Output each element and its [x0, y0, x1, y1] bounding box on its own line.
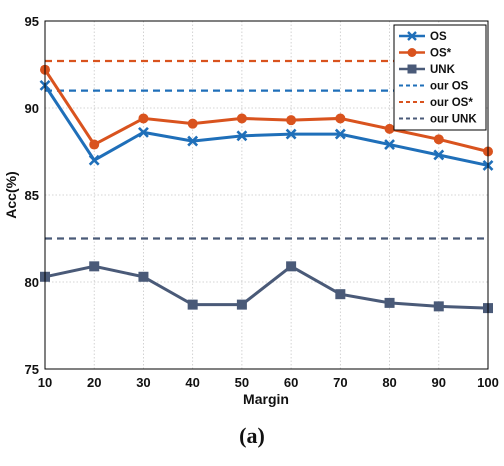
data-point — [433, 134, 444, 145]
series — [39, 64, 494, 314]
data-point — [384, 297, 395, 308]
legend-label: UNK — [430, 64, 456, 76]
x-axis-title: Margin — [243, 391, 289, 407]
series-line — [43, 68, 489, 153]
legend-label: OS — [430, 31, 447, 43]
data-point — [138, 126, 149, 138]
x-tick-label: 90 — [432, 375, 446, 390]
data-point — [433, 149, 445, 161]
data-point — [335, 289, 346, 300]
x-tick-label: 10 — [38, 375, 52, 390]
data-point — [138, 113, 149, 124]
data-point — [384, 123, 395, 134]
legend: OS OS* UNK our OS our OS* our UNK — [393, 24, 487, 131]
data-point — [433, 301, 444, 312]
data-point — [187, 299, 198, 310]
y-axis-title: Acc(%) — [3, 171, 19, 218]
data-point — [138, 271, 149, 282]
series-line — [44, 264, 489, 310]
x-tick-label: 20 — [87, 375, 101, 390]
data-point — [335, 113, 346, 124]
x-tick-label: 50 — [235, 375, 249, 390]
data-point — [236, 299, 247, 310]
x-tick-label: 80 — [382, 375, 396, 390]
x-tick-label: 40 — [185, 375, 199, 390]
data-point — [286, 115, 297, 126]
plot-frame — [44, 20, 489, 370]
legend-marker — [407, 31, 417, 41]
data-point — [187, 118, 198, 129]
legend-marker — [407, 64, 417, 74]
reference-lines — [45, 59, 488, 240]
y-tick-label: 85 — [25, 188, 39, 203]
legend-label: our OS — [430, 81, 469, 93]
y-tick-label: 90 — [25, 101, 39, 116]
y-tick-label: 95 — [25, 14, 39, 29]
x-tick-label: 60 — [284, 375, 298, 390]
legend-marker — [407, 48, 417, 57]
y-tick-label: 80 — [25, 275, 39, 290]
data-point — [187, 135, 199, 147]
data-point — [236, 113, 247, 124]
x-tick-label: 100 — [477, 375, 499, 390]
legend-label: our UNK — [430, 114, 477, 126]
figure-caption: (a) — [239, 423, 265, 448]
data-point — [285, 128, 297, 140]
legend-label: OS* — [430, 48, 452, 60]
x-tick-label: 30 — [136, 375, 150, 390]
x-tick-label: 70 — [333, 375, 347, 390]
y-tick-label: 75 — [25, 362, 39, 377]
data-point — [89, 261, 100, 272]
legend-box — [393, 24, 487, 131]
ticks: 10 20 30 40 50 60 70 80 90 100 75 80 85 90 95 — [25, 14, 499, 390]
data-point — [89, 139, 100, 150]
data-point — [384, 139, 395, 150]
data-point — [88, 154, 100, 166]
data-point — [286, 261, 297, 272]
legend-label: our OS* — [430, 97, 473, 109]
series-line — [43, 84, 489, 167]
data-point — [236, 130, 248, 142]
data-point — [334, 128, 346, 140]
